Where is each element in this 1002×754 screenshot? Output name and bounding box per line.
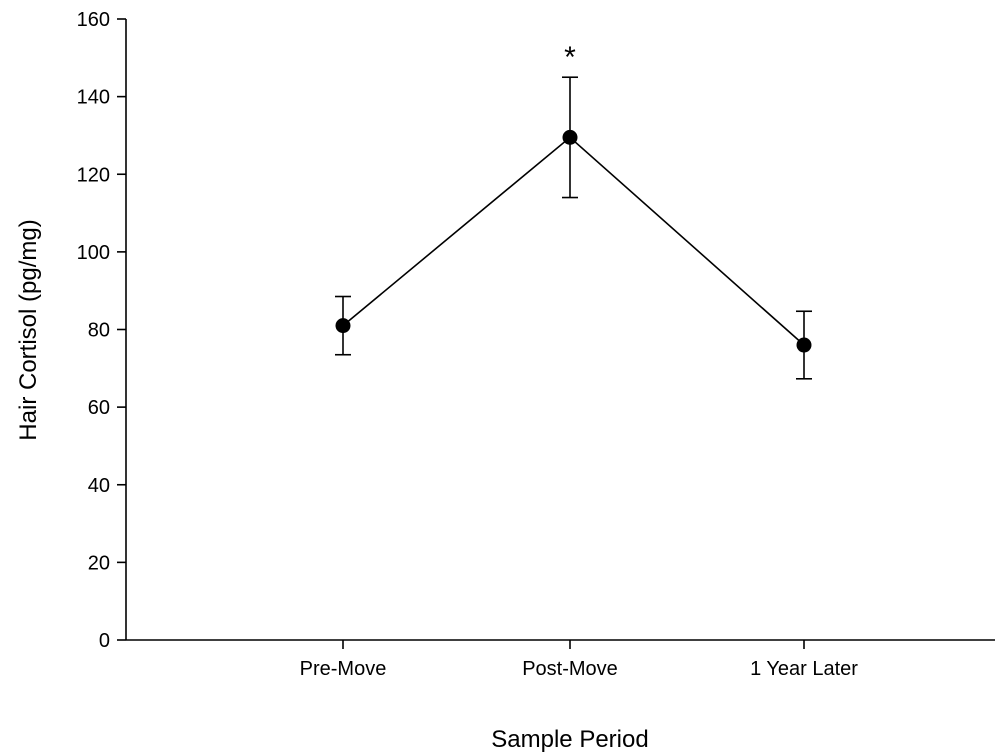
y-tick-label: 0 (99, 630, 110, 652)
significance-asterisk: * (564, 41, 576, 74)
data-point (796, 337, 812, 353)
data-point (335, 318, 351, 334)
x-tick-label: Post-Move (522, 658, 618, 680)
x-axis-title: Sample Period (491, 726, 648, 753)
y-tick-label: 120 (77, 164, 110, 186)
y-tick-label: 20 (88, 552, 110, 574)
y-tick-label: 80 (88, 320, 110, 342)
y-tick-label: 100 (77, 242, 110, 264)
x-tick-label: Pre-Move (300, 658, 387, 680)
y-tick-label: 160 (77, 9, 110, 31)
axes: 0 20 40 60 80 100 120 140 160 Pre-Move Post-Move 1 … (77, 9, 995, 680)
series-line (342, 136, 805, 346)
chart-marks: * (335, 41, 812, 380)
y-tick-label: 60 (88, 397, 110, 419)
y-tick-label: 40 (88, 475, 110, 497)
data-point (562, 129, 578, 145)
y-axis-title: Hair Cortisol (pg/mg) (15, 219, 42, 440)
y-tick-label: 140 (77, 87, 110, 109)
x-tick-label: 1 Year Later (750, 658, 858, 680)
